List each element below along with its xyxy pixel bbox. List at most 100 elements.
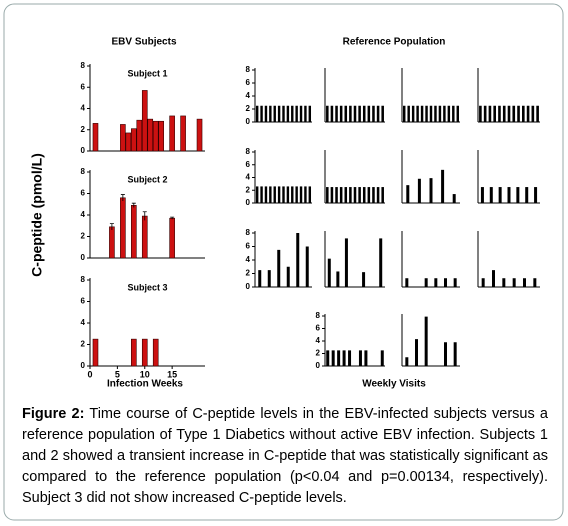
bar (327, 258, 331, 287)
y-tick-label: 2 (81, 340, 86, 349)
bar (358, 187, 361, 203)
bar (372, 187, 375, 203)
caption-text: Time course of C-peptide levels in the E… (22, 406, 548, 506)
bar (452, 105, 455, 122)
bar (330, 105, 334, 122)
bar (305, 246, 309, 287)
bar (296, 233, 300, 287)
figure-border (3, 3, 564, 521)
bar (416, 105, 419, 122)
bar (336, 271, 340, 287)
y-tick-label: 4 (246, 91, 251, 100)
bar (480, 187, 484, 203)
error-bar (170, 216, 175, 220)
bar (481, 278, 485, 287)
bar (444, 342, 447, 366)
bar (344, 187, 348, 203)
y-tick-label: 0 (81, 253, 86, 262)
y-tick-label: 2 (246, 104, 251, 113)
caption-label: Figure 2: (22, 406, 85, 422)
bar (344, 238, 348, 287)
bar (273, 186, 276, 203)
y-tick-label: 0 (246, 282, 251, 291)
bar (438, 105, 442, 122)
bar (295, 105, 298, 122)
bar (434, 278, 438, 287)
bar (456, 105, 459, 122)
bar (125, 132, 132, 152)
bar (488, 105, 492, 122)
bar (483, 105, 487, 122)
bar (367, 105, 371, 122)
y-tick-label: 2 (246, 269, 251, 278)
bar (502, 105, 506, 122)
bar (342, 350, 346, 366)
error-bar (120, 194, 125, 202)
bar (429, 178, 433, 203)
subplot-title: Subject 2 (127, 174, 167, 184)
bar (381, 105, 384, 122)
bar (531, 105, 535, 122)
x-tick-label: 0 (87, 369, 92, 379)
bar (424, 278, 428, 287)
bar (358, 350, 362, 366)
bar (277, 249, 281, 287)
bar (353, 187, 357, 203)
bar (349, 187, 352, 203)
left-title: EBV Subjects (111, 37, 176, 48)
bar (335, 105, 338, 122)
y-tick-label: 2 (81, 232, 86, 241)
bar (353, 105, 357, 122)
y-tick-label: 6 (246, 160, 251, 169)
bar (536, 105, 539, 122)
bar (349, 105, 352, 122)
y-tick-label: 8 (246, 228, 251, 237)
bar (507, 105, 511, 122)
bar (424, 316, 428, 366)
y-tick-label: 6 (81, 297, 86, 306)
bar (502, 278, 506, 287)
bar (517, 105, 520, 122)
bar (523, 278, 526, 287)
bar (415, 339, 418, 366)
y-tick-label: 8 (81, 167, 86, 176)
bar (516, 187, 520, 203)
y-tick-label: 8 (81, 275, 86, 284)
bar (379, 238, 383, 287)
bar (286, 266, 290, 287)
bar (152, 120, 159, 152)
bar (152, 338, 159, 367)
y-tick-label: 4 (81, 210, 86, 219)
bar (512, 278, 516, 287)
bar (441, 169, 445, 203)
right-title: Reference Population (343, 37, 446, 48)
x-tick-label: 10 (140, 369, 150, 379)
y-tick-label: 4 (81, 318, 86, 327)
subplot-title: Subject 3 (127, 282, 167, 292)
y-tick-label: 8 (316, 311, 321, 320)
bar (344, 105, 348, 122)
x-label: Weekly Visits (362, 379, 426, 390)
bar (291, 105, 294, 122)
bar (525, 187, 529, 203)
bar (326, 350, 330, 366)
bar (330, 187, 334, 203)
bar (526, 105, 530, 122)
y-tick-label: 0 (316, 361, 321, 370)
x-tick-label: 5 (115, 369, 120, 379)
bar (417, 178, 421, 203)
bar (264, 105, 268, 122)
bar (304, 105, 307, 122)
y-tick-label: 0 (246, 198, 251, 207)
y-tick-label: 4 (246, 173, 251, 182)
bar (299, 105, 303, 122)
y-tick-label: 6 (81, 82, 86, 91)
bar (507, 187, 511, 203)
y-label: C-peptide (pmol/L) (29, 153, 45, 277)
bar (131, 205, 137, 259)
bar (512, 105, 516, 122)
bar (147, 118, 154, 152)
bar (158, 120, 164, 152)
